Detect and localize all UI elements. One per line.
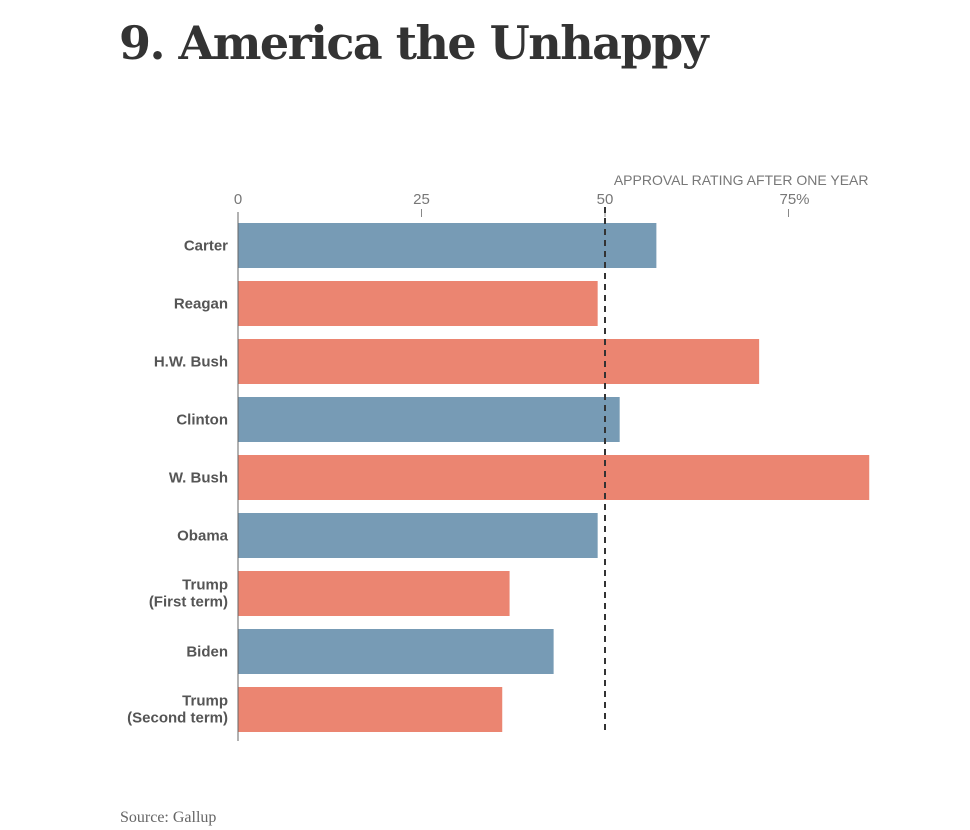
category-label: Obama — [177, 528, 229, 545]
category-label: Clinton — [176, 412, 228, 429]
category-label: Trump (First term) — [149, 577, 228, 611]
category-label: Carter — [184, 238, 228, 255]
bar — [238, 513, 598, 558]
page-title: 9. America the Unhappy — [119, 16, 709, 70]
tick-label: 25 — [413, 191, 430, 208]
category-label: Reagan — [174, 296, 228, 313]
tick-label: 0 — [234, 191, 242, 208]
bar — [238, 281, 598, 326]
tick-label: 50 — [597, 191, 614, 208]
category-label: Trump (Second term) — [127, 693, 228, 727]
source-note: Source: Gallup — [120, 809, 217, 826]
bar — [238, 455, 870, 500]
category-label: H.W. Bush — [154, 354, 228, 371]
tick-label: 75% — [779, 191, 809, 208]
category-label: W. Bush — [169, 470, 228, 487]
bar — [238, 629, 554, 674]
bar — [238, 339, 760, 384]
axis-title: APPROVAL RATING AFTER ONE YEAR — [614, 172, 869, 188]
bar — [238, 397, 620, 442]
bar — [238, 223, 657, 268]
category-label: Biden — [186, 644, 228, 661]
bar — [238, 571, 510, 616]
approval-bar-chart: APPROVAL RATING AFTER ONE YEAR 0 25 50 75% Ca… — [127, 172, 870, 741]
bar — [238, 687, 503, 732]
